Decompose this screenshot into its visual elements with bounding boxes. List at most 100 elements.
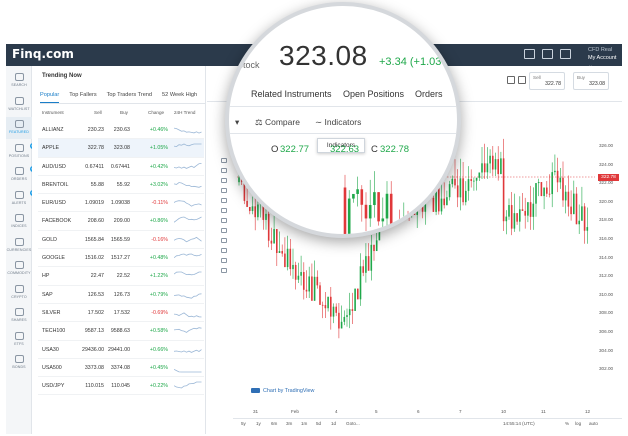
bell-icon[interactable] xyxy=(518,76,526,84)
range-button[interactable]: 1m xyxy=(301,421,308,426)
table-row[interactable]: ALLIANZ 230.23 230.63 +0.46% xyxy=(38,121,204,140)
nav-item-featured[interactable]: FEATURED xyxy=(6,117,32,139)
table-row[interactable]: FACEBOOK 208.60 209.00 +0.86% xyxy=(38,212,204,231)
trend-line-icon[interactable] xyxy=(221,168,227,173)
table-row[interactable]: GOOGLE 1516.02 1517.27 +0.48% xyxy=(38,249,204,268)
settings-icon[interactable] xyxy=(221,268,227,273)
star-icon[interactable] xyxy=(507,76,515,84)
price-tick: 324.00 xyxy=(599,161,614,167)
candle-body xyxy=(357,288,359,300)
candle-body xyxy=(370,244,373,271)
candle-body xyxy=(389,193,393,227)
nav-item-crypto[interactable]: CRYPTO xyxy=(6,282,32,304)
tab-open-positions[interactable]: Open Positions xyxy=(343,89,405,99)
candle-body xyxy=(435,188,437,212)
table-row[interactable]: HP 22.47 22.52 +1.22% xyxy=(38,267,204,286)
cursor-icon[interactable] xyxy=(221,158,227,163)
nav-item-watchlist[interactable]: WATCHLIST xyxy=(6,94,32,116)
tab-orders[interactable]: Orders xyxy=(415,89,443,99)
table-row[interactable]: BRENTOIL 55.88 55.92 +3.02% xyxy=(38,176,204,195)
measure-icon[interactable] xyxy=(221,198,227,203)
sell-button[interactable]: Sell 322.78 xyxy=(529,72,565,90)
lock-icon[interactable] xyxy=(221,228,227,233)
candle-body xyxy=(289,248,292,270)
candle-body xyxy=(554,170,556,173)
eye-icon[interactable] xyxy=(221,238,227,243)
scale-auto[interactable]: auto xyxy=(589,421,598,426)
nav-item-search[interactable]: SEARCH xyxy=(6,70,32,92)
tab-top-traders-trend[interactable]: Top Traders Trend xyxy=(106,92,153,98)
nav-item-bonds[interactable]: BONDS xyxy=(6,352,32,374)
candle-body xyxy=(486,163,489,173)
tab-52-week-high[interactable]: 52 Week High xyxy=(162,92,198,98)
candle-body xyxy=(521,209,524,211)
sell-price: 0.67411 xyxy=(85,163,104,170)
bonds-icon xyxy=(14,355,24,363)
candle-body xyxy=(475,177,478,181)
layout-icon[interactable] xyxy=(524,49,535,59)
candle-body xyxy=(276,229,278,254)
range-button[interactable]: 1d xyxy=(331,421,337,426)
brush-icon[interactable] xyxy=(221,188,227,193)
nav-item-shares[interactable]: SHARES xyxy=(6,305,32,327)
candle-body xyxy=(573,193,575,215)
table-row[interactable]: SAP 126.53 126.73 +0.79% xyxy=(38,286,204,304)
change-percent: -0.69% xyxy=(151,309,168,316)
table-row[interactable]: USD/JPY 110.015 110.045 +0.22% xyxy=(38,377,204,396)
time-tick: 4 xyxy=(335,409,338,414)
link-icon[interactable] xyxy=(221,258,227,263)
chat-icon[interactable] xyxy=(542,49,553,59)
candle-body xyxy=(311,276,313,301)
change-percent: +0.42% xyxy=(149,163,168,170)
nav-label: INDICES xyxy=(11,224,27,228)
indicators-button[interactable]: ∼ Indicators xyxy=(315,117,361,128)
nav-item-indices[interactable]: INDICES xyxy=(6,211,32,233)
tradingview-credit[interactable]: Chart by TradingView xyxy=(251,388,314,394)
scale-log[interactable]: log xyxy=(575,421,582,426)
table-row[interactable]: EUR/USD 1.09019 1.09038 -0.11% xyxy=(38,194,204,213)
tab-popular[interactable]: Popular xyxy=(40,90,60,103)
brand-logo[interactable]: Finq.com xyxy=(12,47,74,61)
zoom-icon[interactable] xyxy=(221,208,227,213)
scale-percent[interactable]: % xyxy=(565,421,570,426)
time-tick: 10 xyxy=(501,409,507,414)
instrument-name: BRENTOIL xyxy=(42,181,69,188)
candle-body xyxy=(478,172,481,178)
table-row[interactable]: USA30 29436.00 29441.00 +0.66% xyxy=(38,341,204,359)
candle-body xyxy=(313,276,316,301)
instrument-name: USD/JPY xyxy=(42,383,65,390)
nav-item-etfs[interactable]: ETFS xyxy=(6,329,32,351)
magnet-icon[interactable] xyxy=(221,218,227,223)
nav-item-commodity[interactable]: COMMODITY xyxy=(6,258,32,280)
text-icon[interactable] xyxy=(221,178,227,183)
chevron-down-icon[interactable]: ▾ xyxy=(235,117,240,127)
trash-icon[interactable] xyxy=(221,248,227,253)
table-row[interactable]: TECH100 9587.13 9588.63 +0.58% xyxy=(38,322,204,341)
sell-price: 322.78 xyxy=(545,81,561,87)
nav-item-alerts[interactable]: 0ALERTS xyxy=(6,188,36,210)
table-row[interactable]: APPLE 322.78 323.08 +1.05% xyxy=(38,139,204,158)
buy-button[interactable]: Buy 323.08 xyxy=(573,72,609,90)
table-row[interactable]: SILVER 17.502 17.532 -0.69% xyxy=(38,304,204,323)
nav-item-currencies[interactable]: CURRENCIES xyxy=(6,235,32,257)
table-row[interactable]: AUD/USD 0.67411 0.67441 +0.42% xyxy=(38,158,204,176)
range-button[interactable]: 3m xyxy=(286,421,293,426)
range-button[interactable]: 1y xyxy=(256,421,261,426)
compare-button[interactable]: ⚖ Compare xyxy=(255,117,300,128)
tab-top-fallers[interactable]: Top Fallers xyxy=(69,92,97,98)
nav-item-orders[interactable]: 0 ORDERS xyxy=(6,164,36,186)
change-percent: +0.58% xyxy=(149,328,168,335)
buy-price: 126.73 xyxy=(113,291,130,298)
table-row[interactable]: GOLD 1565.84 1565.59 -0.16% xyxy=(38,231,204,250)
candle-body xyxy=(327,296,329,309)
calendar-icon[interactable] xyxy=(560,49,571,59)
range-button[interactable]: 5d xyxy=(316,421,322,426)
range-button[interactable]: 6m xyxy=(271,421,278,426)
range-button[interactable]: Goto... xyxy=(346,421,360,426)
buy-price: 323.08 xyxy=(113,145,130,152)
nav-item-positions[interactable]: 0POSITIONS xyxy=(6,141,36,163)
tab-related-instruments[interactable]: Related Instruments xyxy=(251,89,332,99)
table-row[interactable]: USA500 3373.08 3374.08 +0.45% xyxy=(38,359,204,378)
range-button[interactable]: 5y xyxy=(241,421,246,426)
chart-toolbar: ▾ ⚖ Compare ∼ Indicators xyxy=(229,110,457,134)
